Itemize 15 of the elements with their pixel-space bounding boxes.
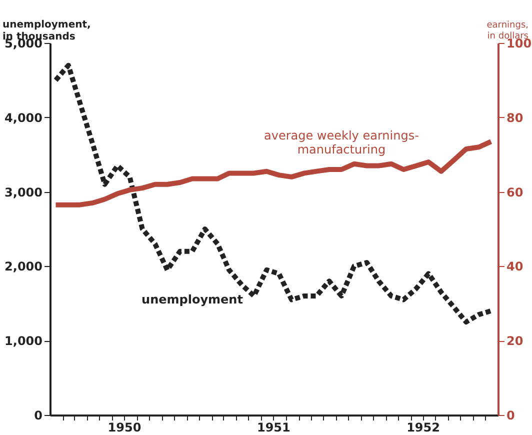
y-tick-label: 4,000 [4,110,42,125]
y-tick-label: 1,000 [4,334,42,348]
series-label: unemployment [142,292,244,306]
y2-tick-label: 40 [506,260,524,274]
x-tick-label: 1952 [406,420,440,434]
y-tick-label: 3,000 [4,185,42,200]
y-tick-label: 0 [34,408,42,422]
series-label: average weekly earnings- manufacturing [264,128,419,156]
x-tick-label: 1950 [108,420,142,434]
y2-tick-label: 0 [506,408,515,422]
y2-tick-label: 80 [506,110,524,125]
y2-tick-label: 60 [506,185,524,200]
y-tick-label: 2,000 [4,260,42,274]
y2-tick-label: 20 [506,334,524,348]
x-tick-label: 1951 [256,420,290,434]
